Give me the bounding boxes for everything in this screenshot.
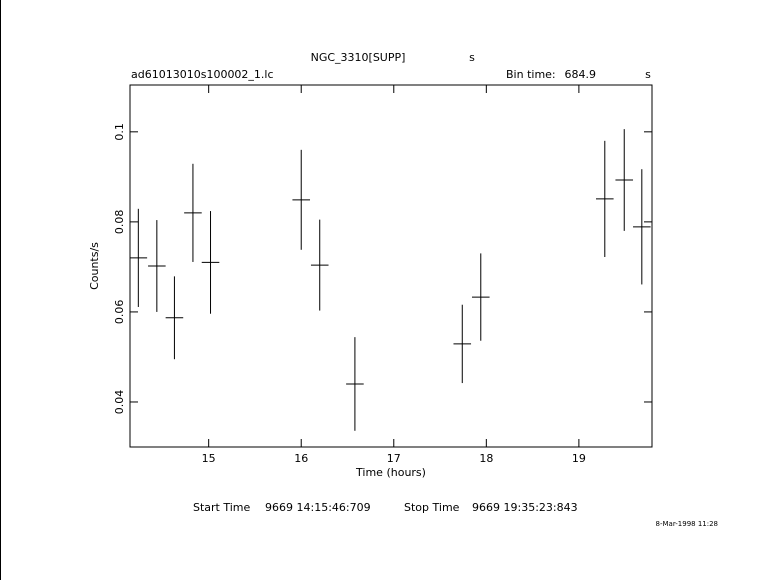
y-axis-label: Counts/s <box>88 242 101 290</box>
chart-title: NGC_3310[SUPP] <box>311 51 406 64</box>
stop-label: Stop Time <box>404 501 460 514</box>
y-tick-label: 0.08 <box>113 210 126 235</box>
y-tick-label: 0.04 <box>113 390 126 415</box>
plot-frame <box>129 84 653 448</box>
x-tick-label: 15 <box>202 452 216 465</box>
y-tick-label: 0.1 <box>113 123 126 141</box>
start-time: 9669 14:15:46:709 <box>265 501 371 514</box>
bin-time-unit: s <box>645 68 651 81</box>
title-unit: s <box>469 51 475 64</box>
data-layer <box>130 129 651 431</box>
y-tick-label: 0.06 <box>113 300 126 325</box>
x-axis-label: Time (hours) <box>355 466 426 479</box>
bin-time-label: Bin time: <box>506 68 556 81</box>
stop-time: 9669 19:35:23:843 <box>472 501 578 514</box>
x-tick-label: 18 <box>479 452 493 465</box>
start-label: Start Time <box>193 501 251 514</box>
date: 8-Mar-1998 11:28 <box>656 520 718 528</box>
bin-time: 684.9 <box>565 68 597 81</box>
x-tick-label: 16 <box>294 452 308 465</box>
x-tick-label: 17 <box>387 452 401 465</box>
filename: ad61013010s100002_1.lc <box>131 68 274 81</box>
x-tick-label: 19 <box>572 452 586 465</box>
